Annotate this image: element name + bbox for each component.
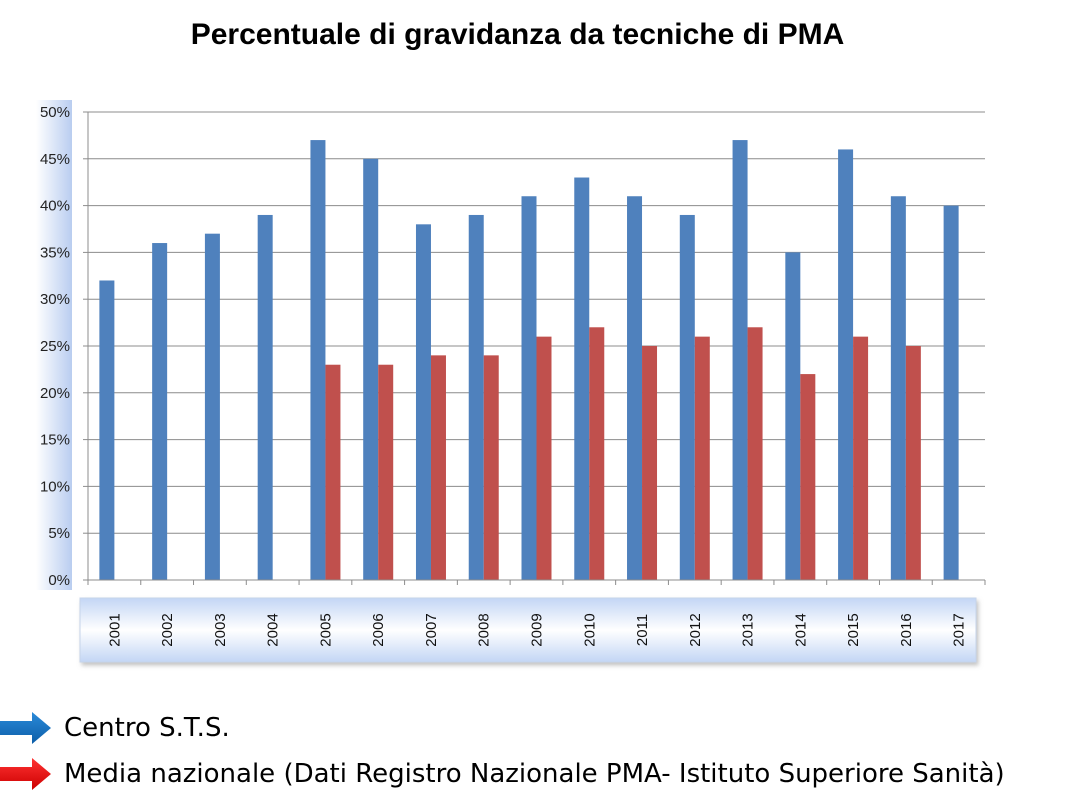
y-tick-label: 25%	[40, 338, 70, 355]
bar-centro	[204, 233, 220, 580]
bar-centro	[152, 243, 168, 581]
bar-media-nazionale	[694, 336, 710, 580]
x-tick-label: 2003	[212, 613, 229, 646]
x-tick-label: 2009	[529, 613, 546, 646]
x-tick-label: 2011	[634, 614, 651, 646]
bar-centro	[838, 149, 854, 580]
x-tick-label: 2007	[423, 613, 440, 646]
legend-item-centro: Centro S.T.S.	[0, 708, 230, 748]
chart-title: Percentuale di gravidanza da tecniche di…	[190, 18, 845, 51]
y-axis-label-band	[36, 100, 72, 590]
x-tick-label: 2008	[476, 613, 493, 646]
bar-centro	[627, 196, 643, 581]
bar-media-nazionale	[430, 355, 446, 580]
bar-centro	[257, 214, 273, 580]
x-axis-ticks: 2001 2002 2003 2004 2005 2006 2007 2008 2009 2010…	[87, 580, 986, 647]
bar-media-nazionale	[747, 327, 763, 580]
x-tick-label: 2006	[370, 613, 387, 646]
x-tick-label: 2001	[106, 613, 123, 646]
bars	[99, 140, 959, 581]
y-axis-ticks: 0% 5% 10% 15% 20% 25% 30% 35% 40% 45% 50%	[40, 104, 88, 589]
bar-centro	[415, 224, 431, 580]
y-tick-label: 35%	[40, 244, 70, 261]
bar-media-nazionale	[483, 355, 499, 580]
x-tick-label: 2013	[740, 613, 757, 646]
bar-centro	[99, 280, 115, 580]
bar-media-nazionale	[642, 346, 658, 580]
arrow-icon	[0, 758, 51, 790]
legend-item-media-nazionale: Media nazionale (Dati Registro Nazionale…	[0, 754, 1005, 794]
bar-centro	[363, 158, 379, 581]
bar-chart: 0% 5% 10% 15% 20% 25% 30% 35% 40% 45% 50% 2001 2002…	[36, 100, 986, 663]
y-tick-label: 30%	[40, 291, 70, 308]
y-tick-label: 20%	[40, 385, 70, 402]
x-tick-label: 2005	[317, 613, 334, 646]
bar-media-nazionale	[800, 374, 816, 580]
y-tick-label: 45%	[40, 151, 70, 168]
bar-media-nazionale	[853, 336, 869, 580]
bar-media-nazionale	[325, 364, 341, 580]
y-tick-label: 50%	[40, 104, 70, 121]
x-tick-label: 2012	[687, 613, 704, 646]
legend-label-centro: Centro S.T.S.	[64, 713, 230, 743]
y-tick-label: 0%	[48, 572, 70, 589]
bar-centro	[574, 177, 590, 580]
bar-centro	[310, 140, 326, 580]
x-tick-label: 2002	[159, 613, 176, 646]
bar-centro	[732, 140, 748, 580]
x-tick-label: 2010	[581, 613, 598, 646]
x-tick-label: 2014	[792, 613, 809, 646]
bar-media-nazionale	[905, 346, 921, 580]
y-tick-label: 5%	[48, 525, 70, 542]
x-tick-label: 2004	[265, 613, 282, 646]
x-axis-label-band	[79, 597, 977, 663]
y-tick-label: 10%	[40, 478, 70, 495]
bar-media-nazionale	[536, 336, 552, 580]
bar-centro	[521, 196, 537, 581]
bar-centro	[890, 196, 906, 581]
y-tick-label: 15%	[40, 432, 70, 449]
bar-centro	[468, 214, 484, 580]
x-tick-label: 2015	[845, 613, 862, 646]
x-tick-label: 2016	[898, 613, 915, 646]
bar-centro	[943, 205, 959, 580]
legend-label-media-nazionale: Media nazionale (Dati Registro Nazionale…	[64, 759, 1005, 789]
y-tick-label: 40%	[40, 198, 70, 215]
bar-centro	[679, 214, 695, 580]
arrow-icon	[0, 712, 51, 744]
x-tick-label: 2017	[951, 613, 968, 646]
bar-media-nazionale	[589, 327, 605, 580]
bar-centro	[785, 252, 801, 580]
bar-media-nazionale	[378, 364, 394, 580]
